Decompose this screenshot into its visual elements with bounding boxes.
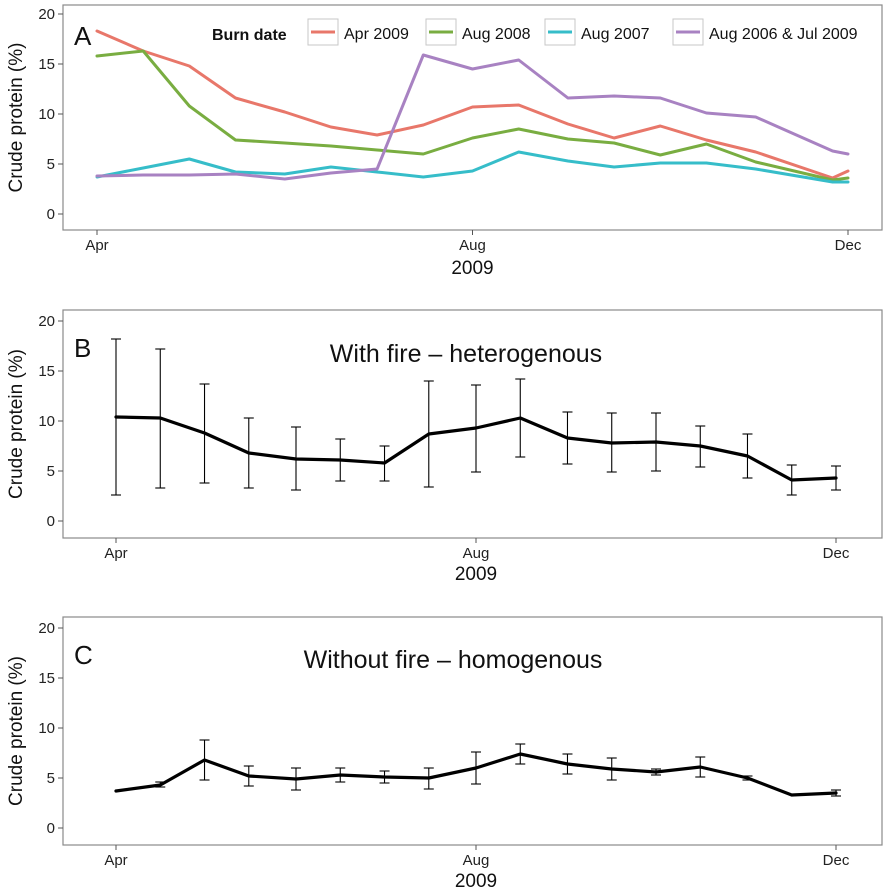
- panel-b: 0 5 10 15 20 Apr Aug Dec 2009 Crude protein (%) B W…: [6, 309, 883, 585]
- y-tick-label: 5: [47, 770, 55, 787]
- y-tick-label: 0: [47, 820, 55, 837]
- x-tick-label: Aug: [463, 852, 490, 869]
- legend-title: Burn date: [212, 27, 287, 44]
- panel-letter: C: [74, 640, 93, 670]
- y-tick-label: 0: [47, 206, 55, 223]
- y-tick-label: 10: [38, 720, 55, 737]
- y-tick-label: 15: [38, 363, 55, 380]
- plot-frame: [62, 616, 883, 846]
- series-line-aug-2006-jul-2009: [95, 53, 850, 181]
- x-tick-label: Apr: [85, 237, 108, 254]
- x-tick-label: Dec: [835, 237, 862, 254]
- y-tick-label: 20: [38, 6, 55, 23]
- y-tick-label: 20: [38, 313, 55, 330]
- x-axis-label: 2009: [455, 871, 497, 891]
- y-tick-label: 0: [47, 513, 55, 530]
- series-line-apr-2009: [95, 29, 850, 180]
- y-tick-label: 10: [38, 106, 55, 123]
- y-tick-label: 5: [47, 463, 55, 480]
- y-tick-label: 5: [47, 156, 55, 173]
- mean-series: [111, 338, 841, 496]
- legend-entry: Aug 2006 & Jul 2009: [709, 26, 858, 43]
- y-axis-label: Crude protein (%): [6, 349, 27, 499]
- legend-entry: Apr 2009: [344, 26, 409, 43]
- legend-entry: Aug 2008: [462, 26, 531, 43]
- y-tick-label: 15: [38, 670, 55, 687]
- y-axis-label: Crude protein (%): [6, 656, 27, 806]
- x-tick-label: Aug: [459, 237, 486, 254]
- panel-letter: A: [74, 21, 92, 51]
- series-lines: [95, 29, 850, 184]
- series-line-aug-2007: [95, 150, 850, 184]
- x-axis-label: 2009: [455, 564, 497, 585]
- y-tick-label: 15: [38, 56, 55, 73]
- panel-a: 0 5 10 15 20 Apr Aug Dec 2009 Crude protein (%) A B…: [6, 4, 883, 279]
- mean-line: [114, 752, 838, 797]
- panel-subtitle: Without fire – homogenous: [304, 646, 603, 674]
- panel-letter: B: [74, 333, 91, 363]
- x-tick-label: Dec: [823, 852, 850, 869]
- plot-frame: [62, 309, 883, 539]
- y-tick-label: 10: [38, 413, 55, 430]
- legend-entry: Aug 2007: [581, 26, 650, 43]
- legend: Burn date Apr 2009 Aug 2008 Aug 2007 Aug 200…: [212, 18, 858, 46]
- y-axis-label: Crude protein (%): [6, 43, 27, 193]
- x-tick-label: Dec: [823, 545, 850, 562]
- panel-c: 0 5 10 15 20 Apr Aug Dec 2009 Crude protein (%) C W…: [6, 616, 883, 891]
- x-axis-label: 2009: [451, 258, 493, 279]
- y-tick-label: 20: [38, 620, 55, 637]
- x-tick-label: Apr: [104, 852, 127, 869]
- panel-subtitle: With fire – heterogenous: [330, 340, 602, 368]
- mean-series: [114, 739, 841, 797]
- x-tick-label: Aug: [463, 545, 490, 562]
- series-line-aug-2008: [95, 49, 850, 182]
- x-tick-label: Apr: [104, 545, 127, 562]
- mean-line: [114, 415, 838, 482]
